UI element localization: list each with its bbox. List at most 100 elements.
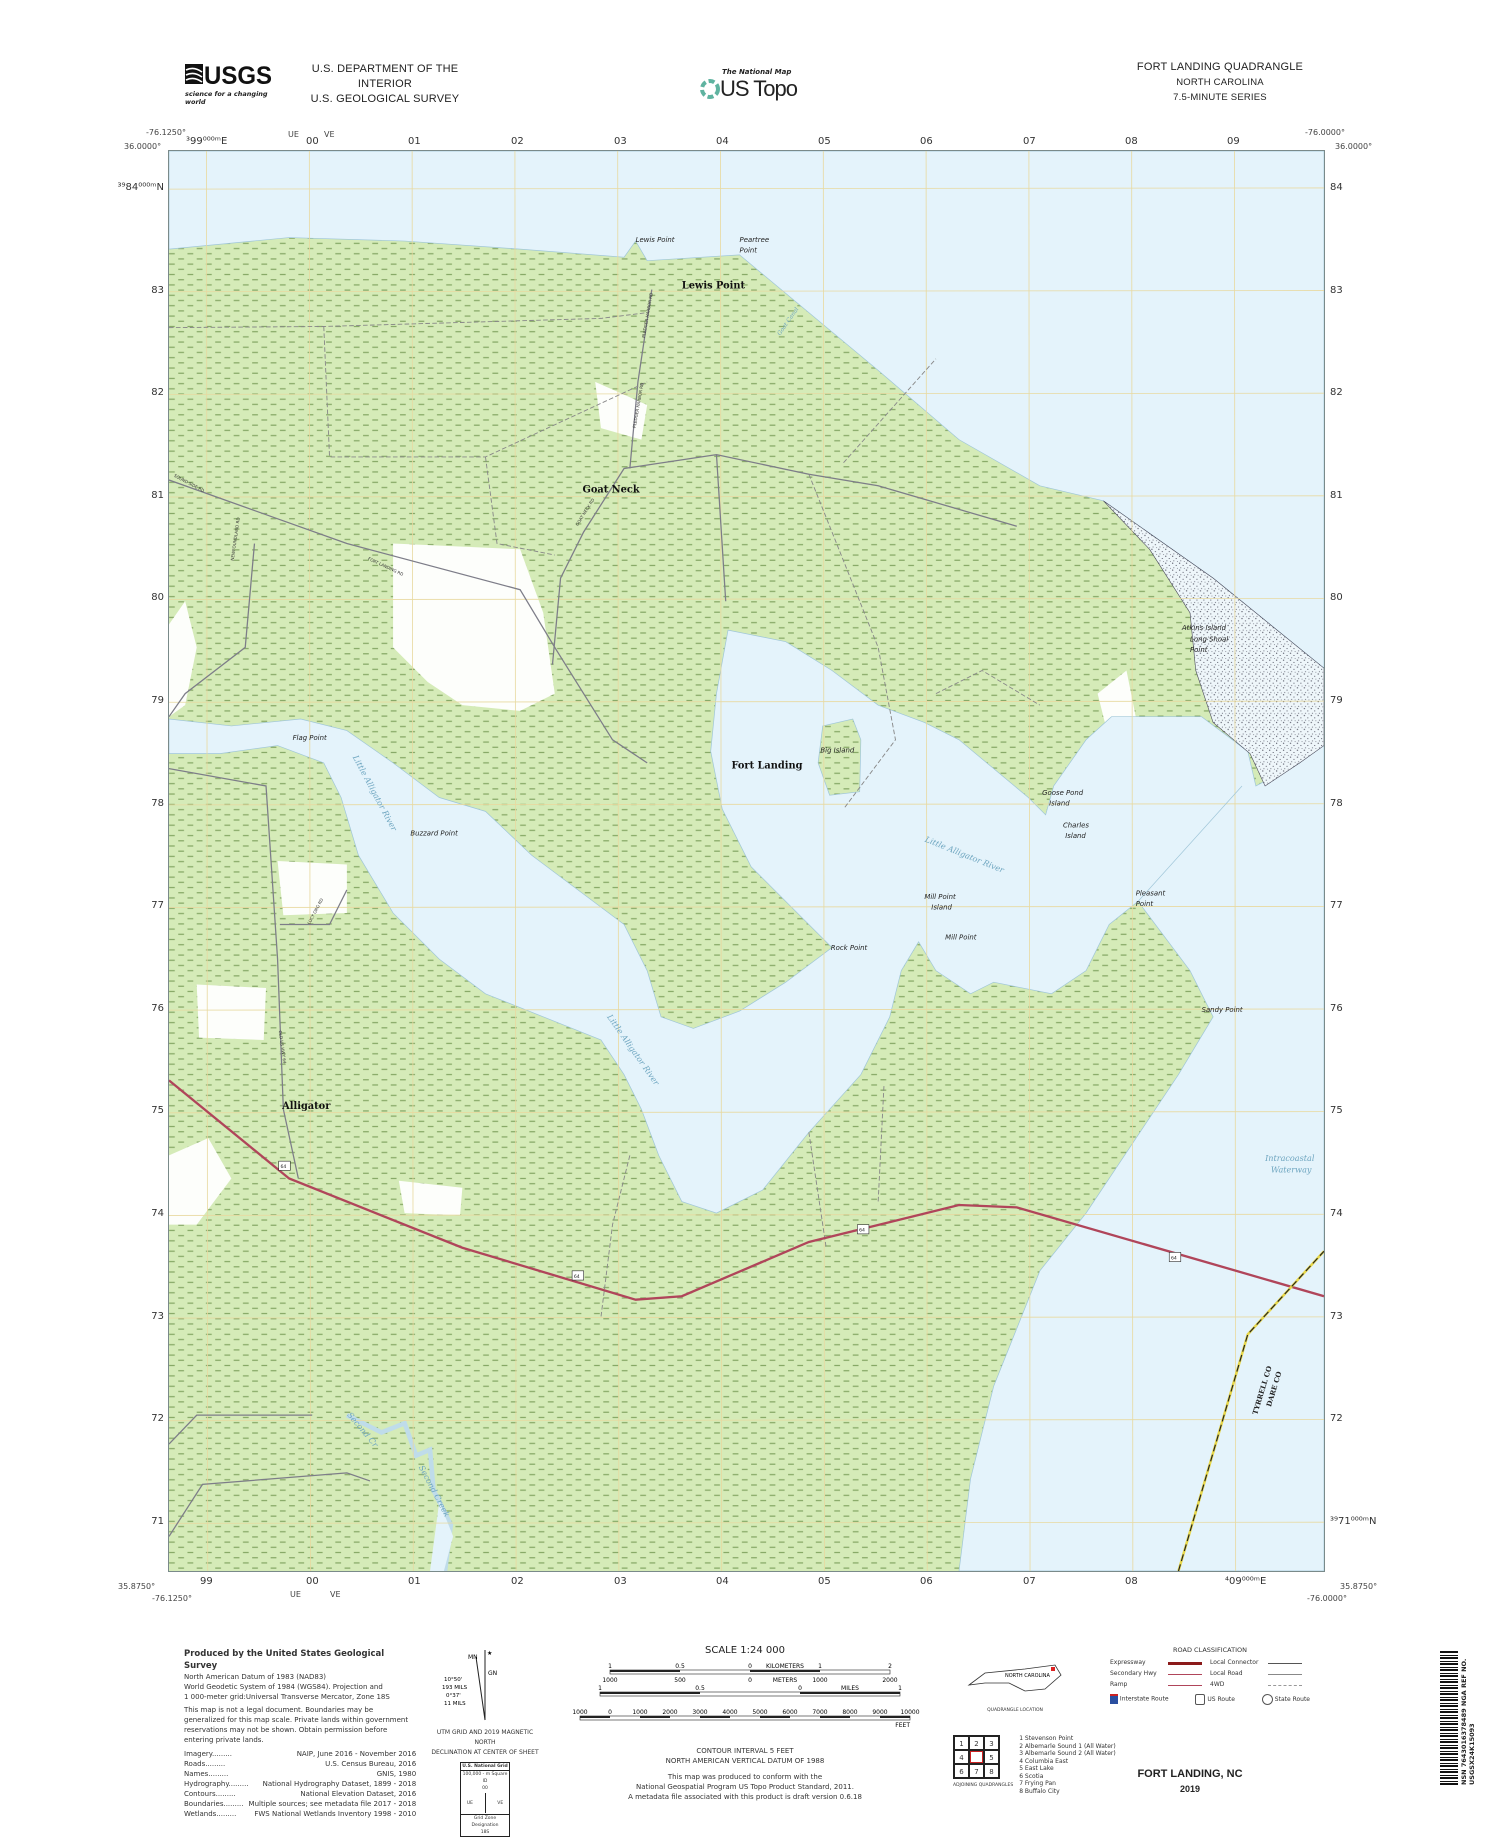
svg-text:0°37': 0°37' <box>446 1693 461 1699</box>
source-row: Roads......... U.S. Census Bureau, 2016 <box>184 1760 417 1768</box>
us-route-shields: 64 64 64 64 <box>278 1160 1182 1281</box>
us-route-shield: 64 <box>857 1224 870 1235</box>
northing-label-left: 80 <box>151 592 164 604</box>
scale-tick: 2 <box>888 1663 892 1670</box>
grid-line-northing <box>168 1008 1325 1011</box>
scale-tick: 6000 <box>782 1709 797 1716</box>
northing-label-left: 76 <box>151 1002 164 1014</box>
standard-line: This map was produced to conform with th… <box>667 1773 823 1781</box>
label-pleasant-point: Pleasant <box>1136 890 1166 898</box>
source-row: Boundaries......... Multiple sources; see… <box>184 1800 417 1808</box>
scale-unit: FEET <box>895 1722 910 1729</box>
source-row: Names......... GNIS, 1980 <box>184 1770 417 1778</box>
svg-text:MN: MN <box>468 1654 478 1661</box>
northing-label-left: 75 <box>151 1105 164 1117</box>
contour-interval: CONTOUR INTERVAL 5 FEET <box>696 1747 794 1755</box>
label-charles-island: Charles <box>1063 822 1089 830</box>
scale-unit: MILES <box>841 1685 859 1692</box>
source-row: Wetlands......... FWS National Wetlands I… <box>184 1810 417 1818</box>
grid-line-easting <box>617 150 620 1572</box>
label-lewis-point: Lewis Point <box>636 236 675 244</box>
northing-label-left: 79 <box>151 695 164 706</box>
agency-line-1: U.S. DEPARTMENT OF THE INTERIOR <box>311 63 459 90</box>
scale-title: SCALE 1:24 000 <box>705 1645 785 1656</box>
sw-lon: -76.1250° <box>152 1594 192 1603</box>
label-buzzard-point: Buzzard Point <box>410 830 458 838</box>
grid-zone-bottom-ue: UE <box>290 1590 301 1599</box>
scale-tick-meters: 1000 <box>602 1677 617 1684</box>
northing-label-left: 81 <box>151 489 164 501</box>
easting-label-top: ³99⁰⁰⁰ᵐE <box>186 136 228 147</box>
cleared-areas <box>169 381 1139 1225</box>
us-64 <box>168 1079 1325 1301</box>
scale-tick: 1 <box>598 1685 602 1692</box>
scale-tick: 1 <box>898 1685 902 1692</box>
us-route-shield: 64 <box>571 1270 584 1281</box>
scale-tick-meters: 0 <box>748 1677 752 1684</box>
adjoining-quad-cell: 1 <box>954 1736 969 1750</box>
label-intracoastal-waterway: Intracoastal <box>1264 1153 1315 1163</box>
adjoining-quad-cell: 3 <box>984 1736 999 1750</box>
road-symbol <box>1168 1684 1202 1686</box>
easting-label-top: 08 <box>1125 136 1138 147</box>
label-old-us-hwy-64: OLD US HWY 64 <box>278 1030 288 1064</box>
label-peartree-2: Point <box>740 247 758 255</box>
barcode: NSN 7643016378489 NGA REF NO. USGSX24K15… <box>1440 1650 1480 1785</box>
easting-label-bottom: 00 <box>306 1576 319 1587</box>
label-big-island: Big Island <box>820 746 854 754</box>
standard-line: National Geospatial Program US Topo Prod… <box>636 1783 854 1791</box>
scale-tick: 0.5 <box>695 1685 705 1692</box>
grid-line-easting <box>1028 150 1031 1572</box>
declination-diagram: ★ MN GN 10°50' 193 MILS 0°37' 11 MILS UTM G… <box>430 1645 540 1837</box>
us-route-shield: 64 <box>1168 1252 1182 1262</box>
usng-box: U.S. National Grid 100,000 - m Square ID… <box>460 1762 510 1837</box>
scale-tick: 0 <box>748 1663 752 1670</box>
nw-lon: -76.1250° <box>146 128 186 137</box>
road-legend-item: Local Connector <box>1210 1658 1310 1668</box>
svg-text:11 MILS: 11 MILS <box>444 1701 466 1707</box>
datum-line: North American Datum of 1983 (NAD83) <box>184 1673 327 1681</box>
utm-grid <box>168 150 1325 1572</box>
grid-line-northing <box>168 1419 1325 1422</box>
grid-zone-bottom-ve: VE <box>330 1590 341 1599</box>
easting-label-bottom: 03 <box>614 1576 627 1587</box>
easting-label-bottom: 06 <box>920 1576 933 1587</box>
scale-tick: 9000 <box>872 1709 887 1716</box>
svg-text:Waterway: Waterway <box>1271 1165 1312 1175</box>
adjoining-quad-name: 3 Albemarle Sound 2 (All Water) <box>1019 1750 1116 1757</box>
road-legend-item: Local Road <box>1210 1669 1310 1679</box>
adjoining-quad-name: 7 Frying Pan <box>1019 1780 1056 1787</box>
label-mill-point-island: Mill Point <box>924 893 956 901</box>
grid-line-easting <box>1131 150 1134 1572</box>
legal-line: generalized for this map scale. Private … <box>184 1716 409 1724</box>
label-atkins-island: Atkins Island <box>1181 624 1227 632</box>
state-circle-icon <box>1261 1694 1273 1705</box>
easting-label-top: 04 <box>716 136 729 147</box>
grid-zone-top-ue: UE <box>288 130 299 139</box>
scale-tick: 1000 <box>572 1709 587 1716</box>
scale-tick-meters: 2000 <box>882 1677 897 1684</box>
svg-text:Point: Point <box>1136 900 1154 908</box>
northing-label-left: 72 <box>151 1413 164 1425</box>
road-symbol <box>1168 1673 1202 1675</box>
place-alligator: Alligator <box>281 1101 331 1112</box>
adjoining-quad-cell: 4 <box>954 1750 969 1764</box>
place-goat-neck: Goat Neck <box>582 485 639 496</box>
grid-line-easting <box>411 150 414 1572</box>
grid-line-northing <box>168 1316 1325 1319</box>
adjoining-quad-name: 4 Columbia East <box>1019 1757 1069 1765</box>
northing-label-right: 76 <box>1330 1002 1343 1014</box>
easting-label-bottom: ⁴09⁰⁰⁰ᵐE <box>1225 1576 1267 1587</box>
road-legend-item: Secondary Hwy <box>1110 1669 1210 1679</box>
legal-line: entering private lands. <box>184 1736 264 1744</box>
topographic-map[interactable]: 64 64 64 64 Lewis Point Peartree Point L… <box>168 150 1325 1572</box>
scale-tick: 2000 <box>662 1709 677 1716</box>
northing-label-left: 71 <box>151 1515 164 1527</box>
grid-line-northing <box>168 1213 1325 1216</box>
northing-label-right: 74 <box>1330 1208 1343 1219</box>
road-symbol <box>1168 1661 1202 1665</box>
grid-line-easting <box>514 150 517 1572</box>
produced-by: Produced by the United States Geological… <box>184 1649 385 1671</box>
current-quad-cell <box>969 1750 984 1764</box>
easting-label-top: 05 <box>818 136 831 147</box>
